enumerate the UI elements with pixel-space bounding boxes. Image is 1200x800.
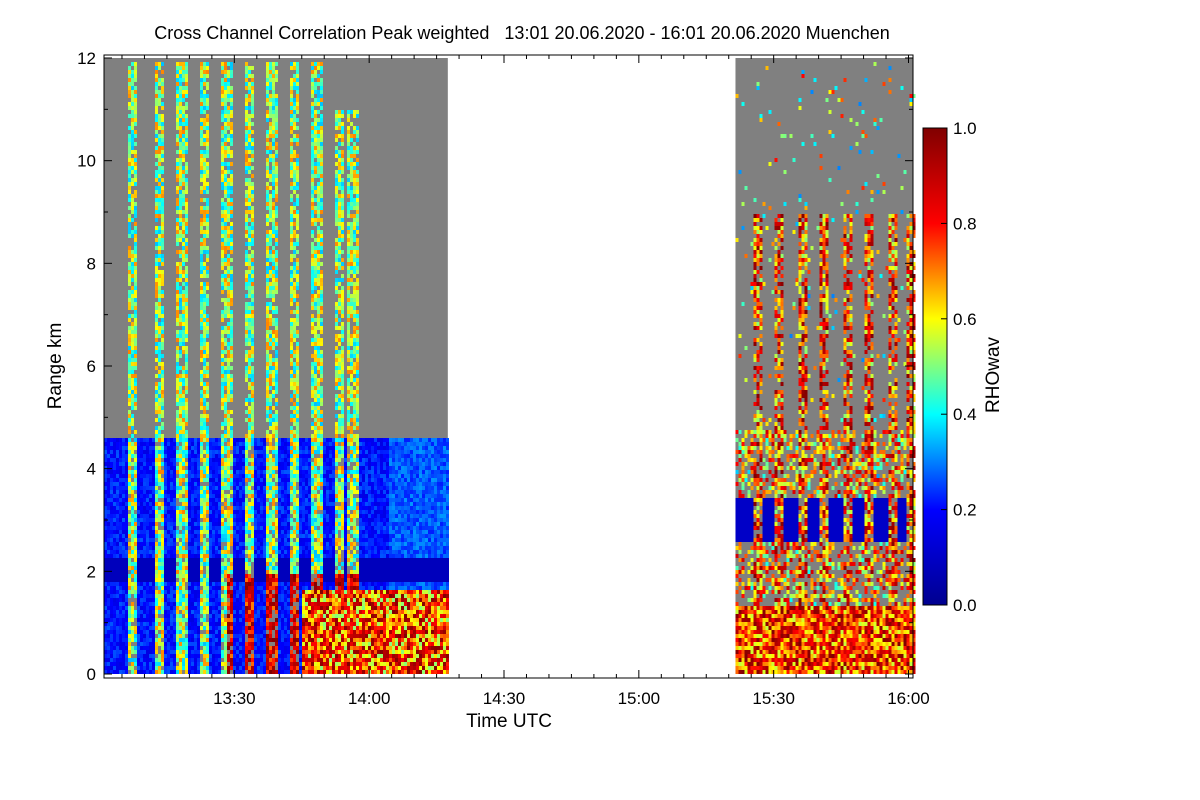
x-tick-label: 14:00 — [348, 689, 391, 708]
colorbar-tick-label: 0.8 — [953, 214, 977, 233]
colorbar-label: RHOwav — [983, 336, 1004, 413]
colorbar-ticks: 0.0 0.2 0.4 0.6 0.8 1.0 — [941, 119, 977, 615]
heatmap-segment — [104, 58, 449, 674]
colorbar-tick-label: 0.4 — [953, 405, 977, 424]
colorbar-tick-label: 0.0 — [953, 596, 977, 615]
heatmap-segment — [735, 58, 916, 674]
y-tick-label: 8 — [87, 254, 96, 273]
x-tick-label: 14:30 — [483, 689, 526, 708]
x-tick-label: 15:30 — [752, 689, 795, 708]
y-axis-label: Range km — [45, 323, 66, 410]
x-tick-label: 13:30 — [213, 689, 256, 708]
colorbar-tick-label: 0.6 — [953, 310, 977, 329]
colorbar-tick-label: 1.0 — [953, 119, 977, 138]
y-tick-label: 12 — [77, 49, 96, 68]
y-axis: 0 2 4 6 8 10 12 — [77, 49, 913, 684]
y-tick-label: 2 — [87, 562, 96, 581]
chart-title: Cross Channel Correlation Peak weighted … — [154, 23, 890, 43]
y-tick-label: 6 — [87, 357, 96, 376]
colorbar — [922, 127, 948, 606]
y-tick-label: 4 — [87, 460, 96, 479]
y-tick-label: 0 — [87, 665, 96, 684]
x-axis: 13:30 14:00 14:30 15:00 15:30 16:00 — [121, 55, 930, 708]
x-tick-label: 15:00 — [618, 689, 661, 708]
x-tick-label: 16:00 — [887, 689, 930, 708]
colorbar-tick-label: 0.2 — [953, 501, 977, 520]
x-axis-label: Time UTC — [466, 711, 552, 732]
y-tick-label: 10 — [77, 152, 96, 171]
plot-area — [104, 58, 916, 674]
